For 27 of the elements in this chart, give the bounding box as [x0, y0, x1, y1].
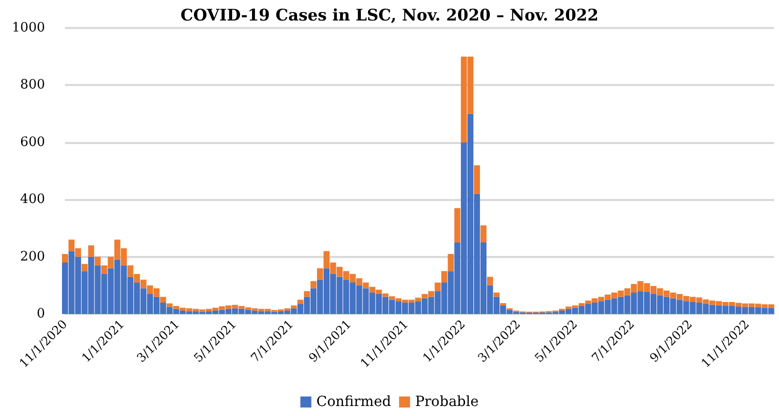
y-tick-label: 0: [36, 306, 45, 322]
chart-title: COVID-19 Cases in LSC, Nov. 2020 – Nov. 2022: [180, 6, 598, 24]
bar: [480, 225, 486, 242]
bar: [160, 296, 166, 303]
y-tick-label: 1000: [12, 20, 45, 36]
bar: [290, 305, 297, 308]
bar: [62, 254, 68, 263]
bar: [82, 264, 88, 272]
bar: [454, 208, 460, 242]
y-tick-label: 800: [20, 78, 45, 93]
legend-label: Confirmed: [316, 394, 392, 410]
y-tick-label: 400: [20, 192, 45, 208]
bar: [297, 300, 304, 304]
bar: [448, 254, 454, 272]
bar: [441, 271, 448, 283]
legend-label: Probable: [415, 394, 479, 410]
bar: [434, 282, 441, 292]
bar: [487, 276, 494, 286]
bar: [94, 256, 101, 266]
bar: [474, 165, 480, 194]
y-tick-label: 600: [20, 134, 45, 150]
bar: [310, 281, 316, 288]
bar: [88, 245, 94, 257]
bar: [304, 291, 310, 297]
bar: [317, 268, 324, 280]
bar: [494, 292, 500, 297]
y-tick-label: 200: [20, 249, 45, 264]
